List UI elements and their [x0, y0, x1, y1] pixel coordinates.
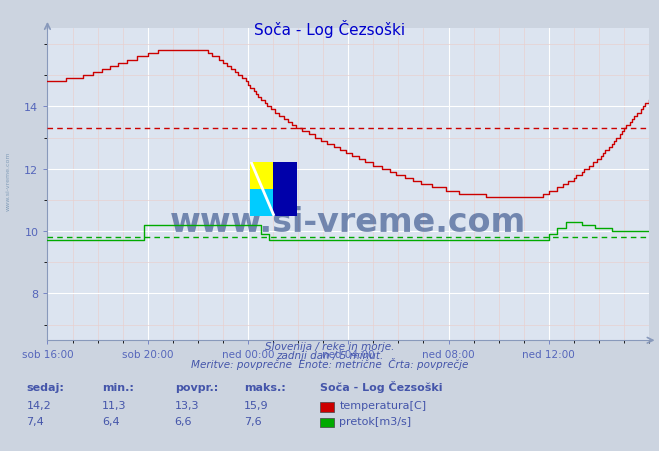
Text: 13,3: 13,3	[175, 400, 199, 410]
Text: www.si-vreme.com: www.si-vreme.com	[5, 151, 11, 210]
Text: min.:: min.:	[102, 382, 134, 392]
Bar	[250, 162, 273, 189]
Text: 7,6: 7,6	[244, 416, 262, 426]
Text: zadnji dan / 5 minut.: zadnji dan / 5 minut.	[276, 350, 383, 360]
Text: Soča - Log Čezsoški: Soča - Log Čezsoški	[320, 380, 442, 392]
Text: sedaj:: sedaj:	[26, 382, 64, 392]
Text: temperatura[C]: temperatura[C]	[339, 400, 426, 410]
Text: 6,6: 6,6	[175, 416, 192, 426]
Text: Slovenija / reke in morje.: Slovenija / reke in morje.	[265, 341, 394, 351]
Text: 11,3: 11,3	[102, 400, 127, 410]
Text: www.si-vreme.com: www.si-vreme.com	[170, 206, 527, 239]
Text: 6,4: 6,4	[102, 416, 120, 426]
Bar	[250, 189, 273, 216]
Text: Soča - Log Čezsoški: Soča - Log Čezsoški	[254, 20, 405, 38]
Text: povpr.:: povpr.:	[175, 382, 218, 392]
Text: Meritve: povprečne  Enote: metrične  Črta: povprečje: Meritve: povprečne Enote: metrične Črta:…	[191, 358, 468, 369]
Text: pretok[m3/s]: pretok[m3/s]	[339, 416, 411, 426]
Bar	[273, 162, 297, 216]
Text: 7,4: 7,4	[26, 416, 44, 426]
Text: 15,9: 15,9	[244, 400, 268, 410]
Text: 14,2: 14,2	[26, 400, 51, 410]
Text: maks.:: maks.:	[244, 382, 285, 392]
